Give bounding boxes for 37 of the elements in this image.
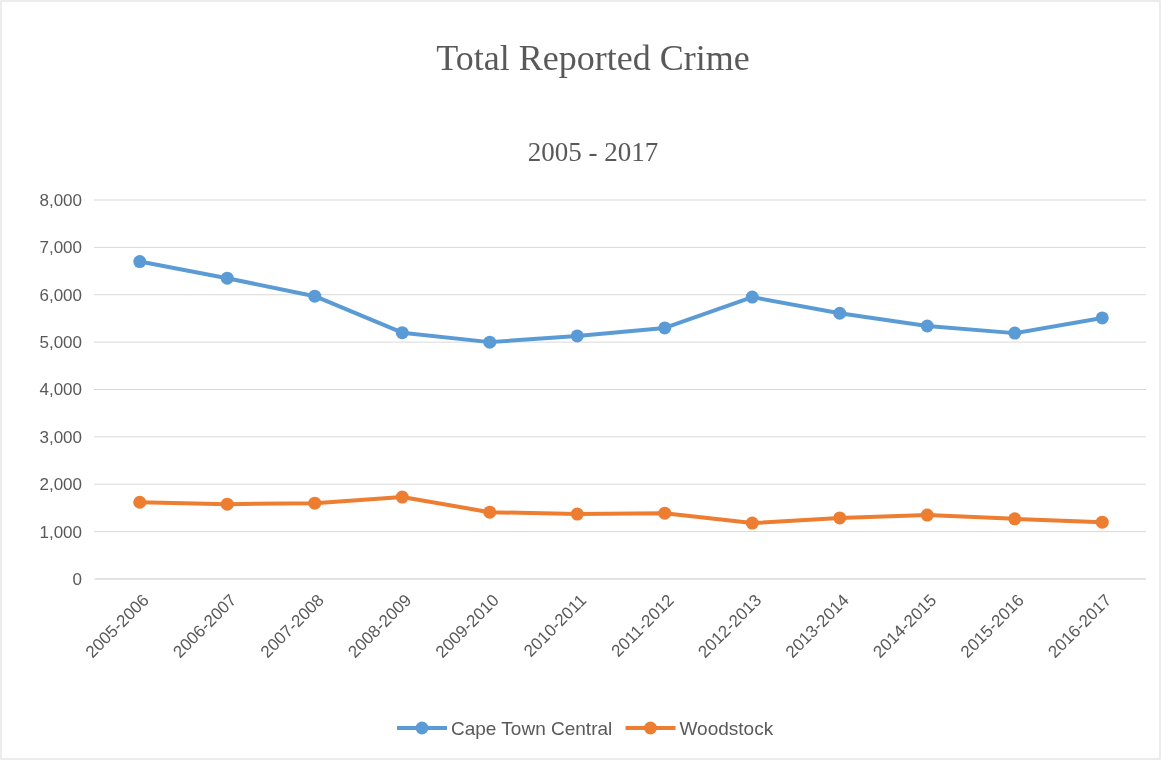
point <box>220 271 234 285</box>
y-tick-label: 4,000 <box>39 380 82 400</box>
point <box>395 490 409 504</box>
y-tick-label: 0 <box>72 569 82 589</box>
chart-title: Total Reported Crime <box>436 38 750 78</box>
point <box>570 329 584 343</box>
point <box>570 507 584 521</box>
y-tick-label: 5,000 <box>39 333 82 353</box>
point <box>220 497 234 511</box>
y-tick-label: 8,000 <box>39 190 82 210</box>
point <box>308 496 322 510</box>
point <box>833 306 847 320</box>
point <box>133 495 147 509</box>
point <box>483 335 497 349</box>
legend-label: Cape Town Central <box>451 717 613 739</box>
point <box>1095 515 1109 529</box>
y-tick-label: 3,000 <box>39 427 82 447</box>
point <box>658 321 672 335</box>
point <box>483 505 497 519</box>
legend-label: Woodstock <box>679 717 774 739</box>
y-tick-label: 6,000 <box>39 285 82 305</box>
y-tick-label: 1,000 <box>39 522 82 542</box>
point <box>920 319 934 333</box>
point <box>133 255 147 269</box>
point <box>1008 326 1022 340</box>
point <box>1095 311 1109 325</box>
point <box>308 289 322 303</box>
y-tick-label: 2,000 <box>39 475 82 495</box>
point <box>833 511 847 525</box>
chart-subtitle: 2005 - 2017 <box>527 137 659 167</box>
point <box>920 508 934 522</box>
point <box>658 506 672 520</box>
y-tick-label: 7,000 <box>39 238 82 258</box>
point <box>395 326 409 340</box>
point <box>745 290 759 304</box>
point <box>1008 512 1022 526</box>
point <box>745 516 759 530</box>
